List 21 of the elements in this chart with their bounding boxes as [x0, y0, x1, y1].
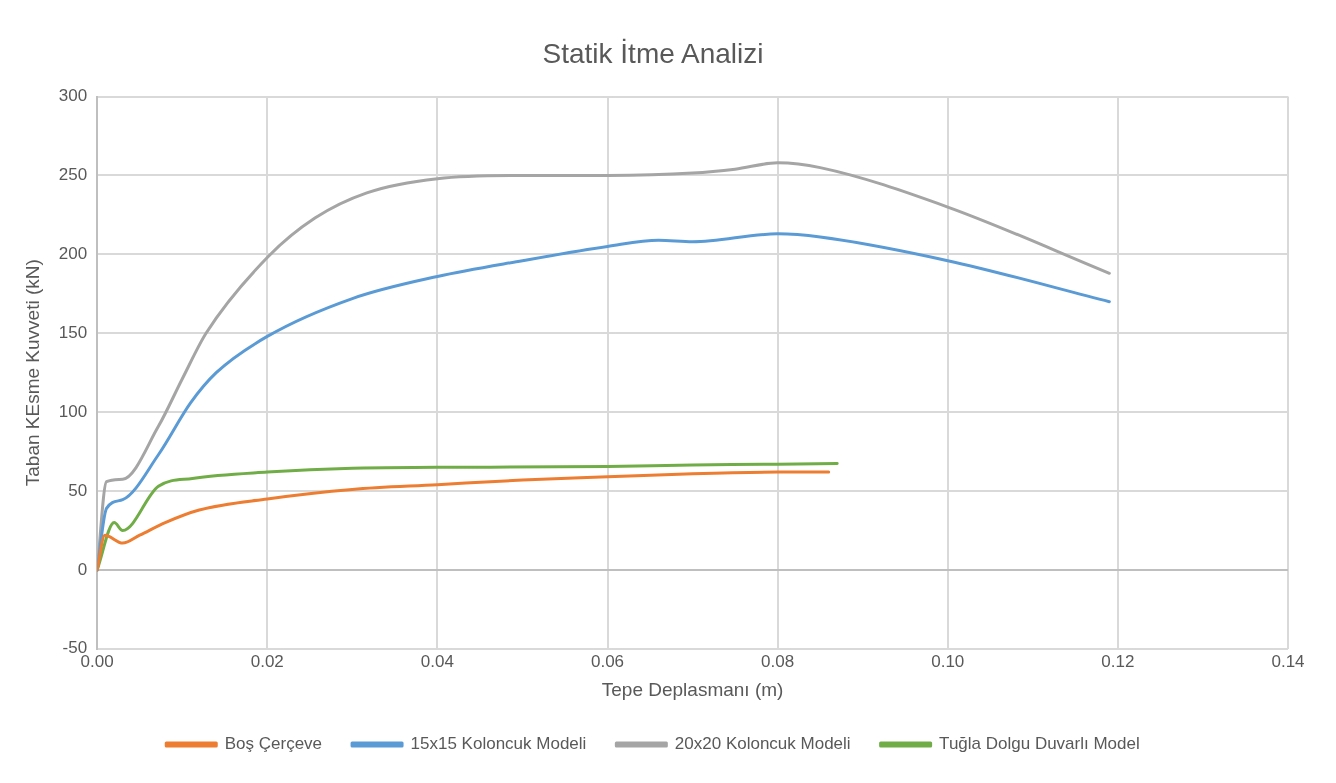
x-tick-label: 0.10	[931, 651, 965, 671]
y-tick-label: 250	[58, 165, 88, 185]
x-tick-label: 0.08	[761, 651, 795, 671]
chart-title: Statik İtme Analizi	[542, 37, 764, 69]
legend-label: 20x20 Koloncuk Modeli	[674, 734, 851, 754]
y-tick-label: 150	[58, 322, 88, 342]
y-tick-label: 200	[58, 244, 88, 264]
x-tick-label: 0.12	[1101, 651, 1135, 671]
y-tick-label: 300	[58, 86, 88, 106]
x-axis-title: Tepe Deplasmanı (m)	[601, 678, 784, 700]
x-tick-label: 0.02	[250, 651, 284, 671]
x-tick-label: 0.14	[1271, 651, 1305, 671]
x-tick-label: 0.04	[420, 651, 454, 671]
legend-label: Boş Çerçeve	[224, 734, 323, 754]
y-tick-label: 0	[77, 559, 88, 579]
legend-label: 15x15 Koloncuk Modeli	[410, 734, 587, 754]
y-axis-title: Taban KEsme Kuvveti (kN)	[21, 259, 43, 487]
legend-label: Tuğla Dolgu Duvarlı Model	[939, 734, 1140, 754]
y-tick-label: 50	[68, 480, 88, 500]
x-tick-label: 0.06	[590, 651, 625, 671]
y-tick-label: 100	[58, 401, 88, 421]
